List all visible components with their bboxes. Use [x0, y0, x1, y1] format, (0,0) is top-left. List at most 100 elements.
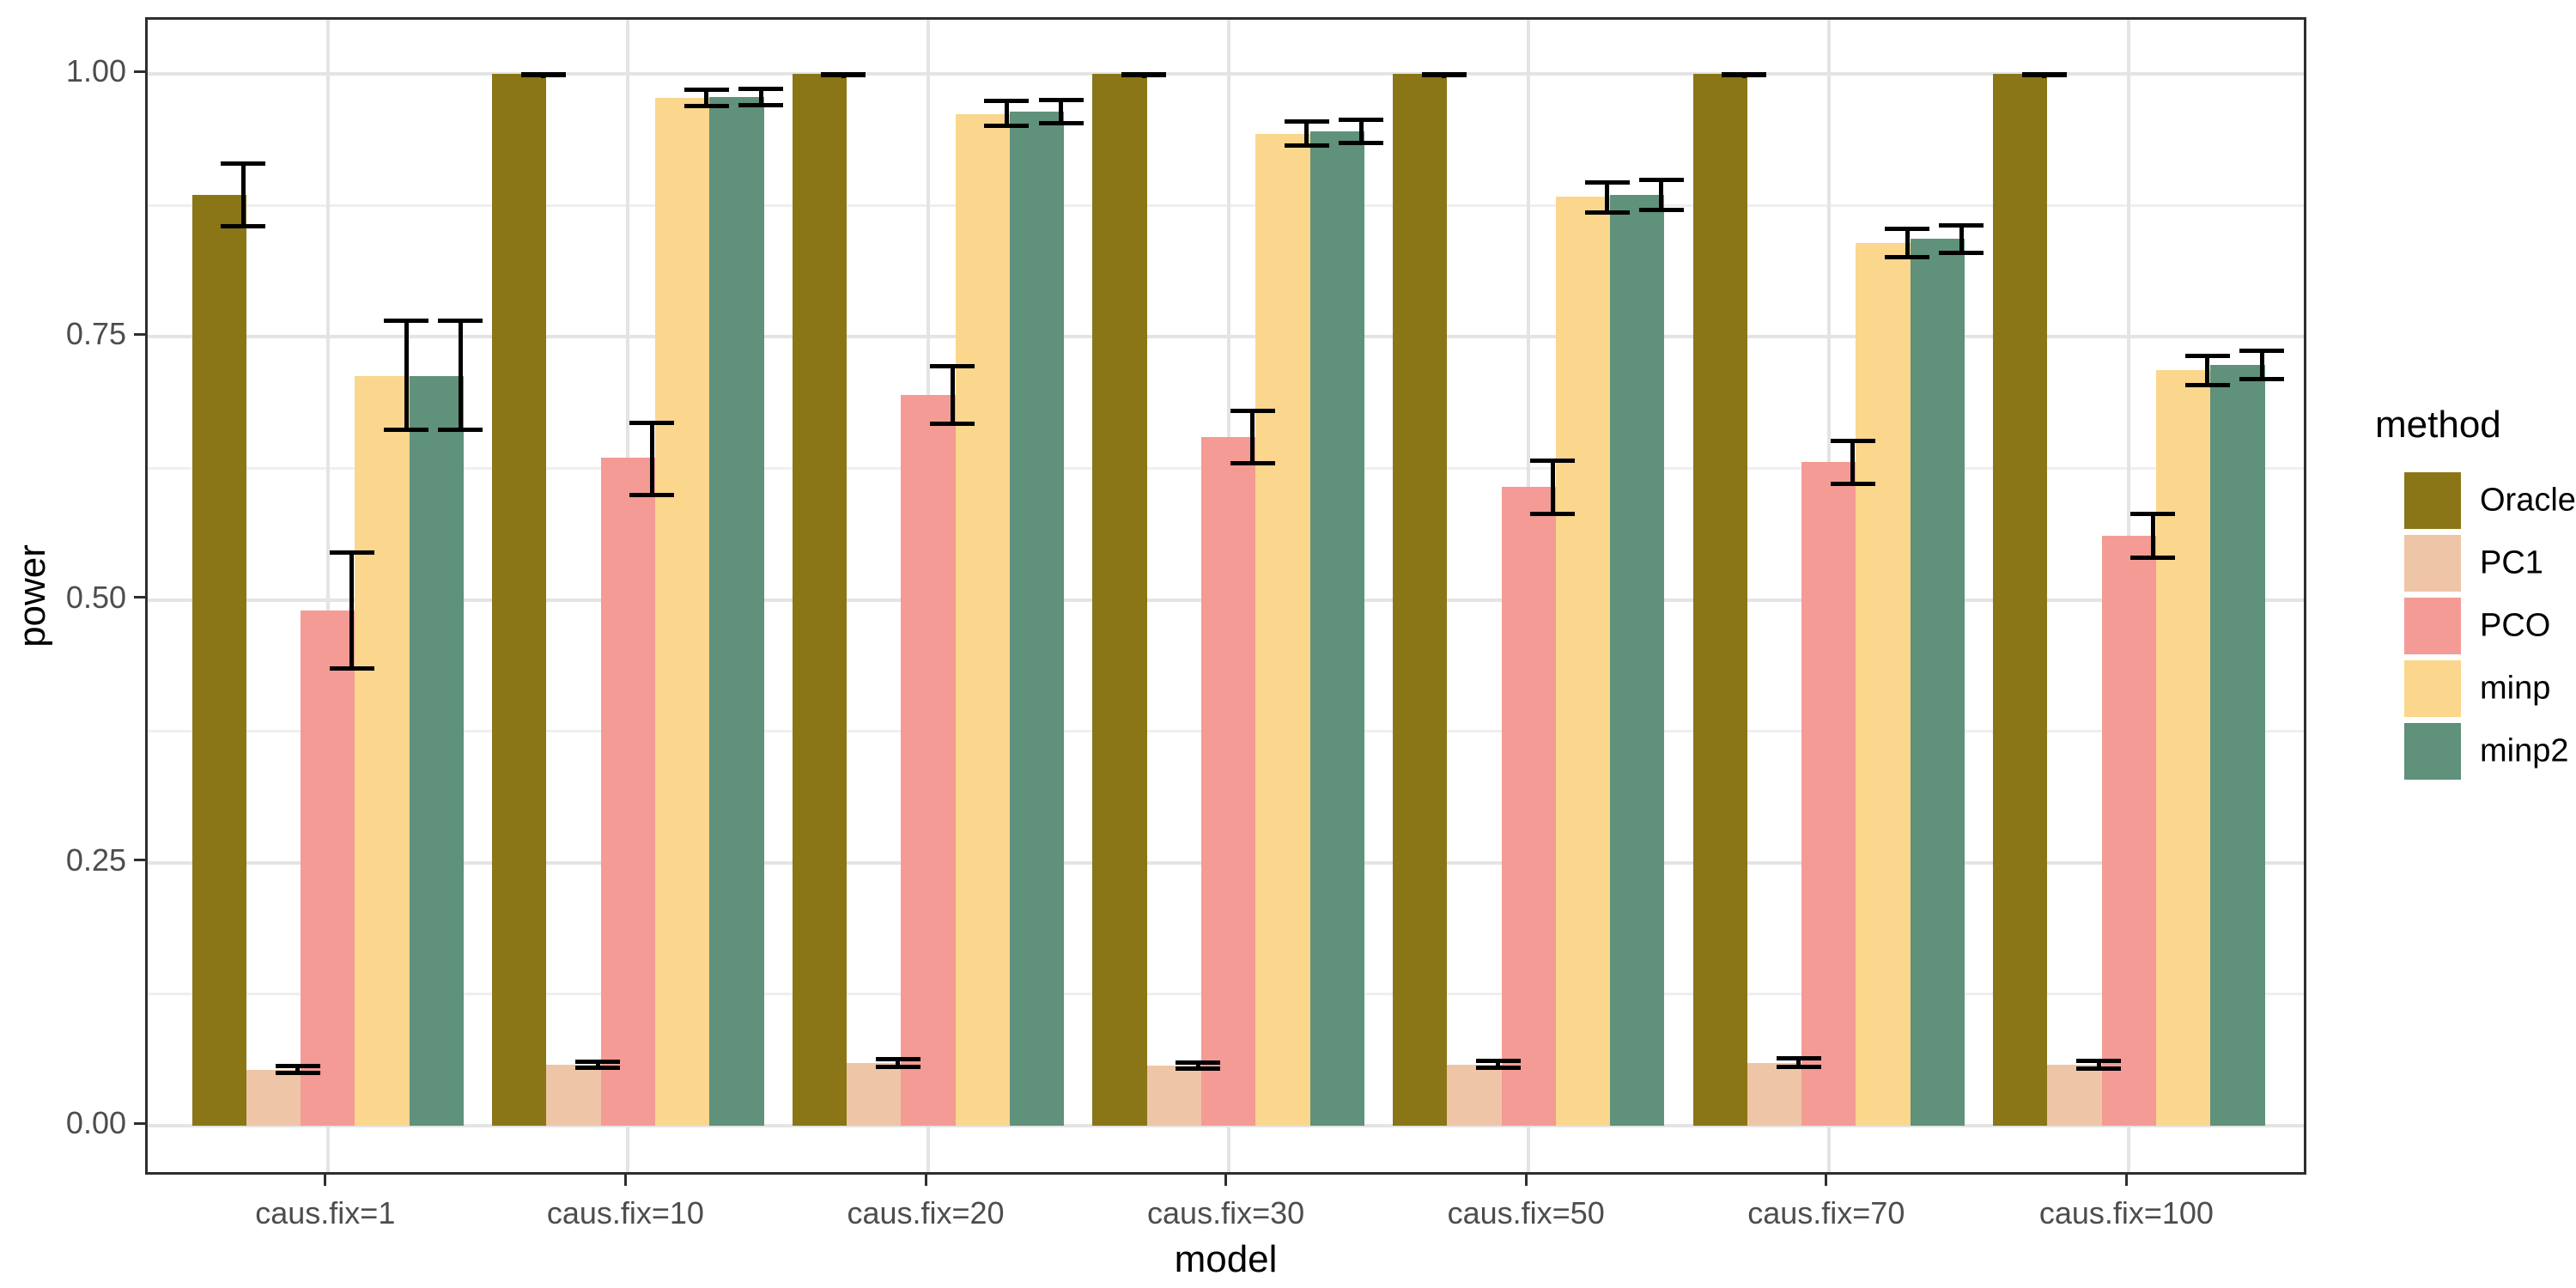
errorbar-line-minp2-caus.fix=100	[2259, 350, 2264, 380]
errorbar-cap-PCO-caus.fix=10	[629, 421, 675, 426]
bar-minp2-caus.fix=10[interactable]	[709, 96, 764, 1126]
errorbar-cap-PCO-caus.fix=50	[1530, 459, 1576, 464]
errorbar-line-minp-caus.fix=20	[1004, 100, 1009, 126]
errorbar-cap-PC1-caus.fix=1	[275, 1063, 320, 1068]
errorbar-cap-minp-caus.fix=20	[984, 123, 1030, 128]
errorbar-cap-PCO-caus.fix=1	[329, 550, 374, 555]
legend-item-PC1[interactable]: PC1	[2404, 535, 2576, 592]
x-tick-label: caus.fix=50	[1447, 1195, 1605, 1230]
errorbar-cap-PCO-caus.fix=20	[930, 422, 975, 427]
errorbar-line-minp-caus.fix=30	[1304, 121, 1309, 146]
errorbar-cap-minp2-caus.fix=100	[2239, 376, 2284, 381]
bar-PCO-caus.fix=10[interactable]	[600, 458, 656, 1126]
errorbar-cap-Oracle-caus.fix=10	[520, 72, 566, 77]
errorbar-cap-minp-caus.fix=20	[984, 99, 1030, 104]
errorbar-cap-PCO-caus.fix=100	[2130, 556, 2176, 560]
legend-label-minp2: minp2	[2480, 732, 2569, 769]
legend-item-minp[interactable]: minp	[2404, 660, 2576, 717]
errorbar-cap-PC1-caus.fix=50	[1475, 1058, 1521, 1063]
legend-swatch-PCO	[2404, 598, 2461, 654]
bar-minp-caus.fix=20[interactable]	[955, 113, 1010, 1126]
legend-item-minp2[interactable]: minp2	[2404, 723, 2576, 780]
errorbar-cap-PC1-caus.fix=30	[1176, 1060, 1221, 1065]
legend-label-PC1: PC1	[2480, 544, 2543, 581]
errorbar-line-minp2-caus.fix=30	[1358, 119, 1364, 143]
bar-minp-caus.fix=100[interactable]	[2156, 370, 2211, 1126]
errorbar-cap-minp2-caus.fix=30	[1339, 141, 1384, 146]
errorbar-cap-PCO-caus.fix=30	[1230, 460, 1275, 465]
bar-Oracle-caus.fix=50[interactable]	[1392, 74, 1448, 1126]
bar-minp2-caus.fix=20[interactable]	[1009, 112, 1065, 1126]
bar-Oracle-caus.fix=20[interactable]	[792, 74, 848, 1126]
bar-minp-caus.fix=30[interactable]	[1255, 133, 1310, 1126]
errorbar-line-minp2-caus.fix=50	[1659, 179, 1664, 210]
errorbar-line-PCO-caus.fix=10	[649, 422, 654, 495]
errorbar-line-PC1-caus.fix=100	[2096, 1060, 2101, 1069]
bar-minp-caus.fix=50[interactable]	[1555, 197, 1611, 1126]
errorbar-cap-minp-caus.fix=10	[683, 104, 729, 109]
bar-PCO-caus.fix=1[interactable]	[301, 610, 355, 1126]
errorbar-cap-PCO-caus.fix=20	[930, 364, 975, 369]
y-tick-label: 0.00	[65, 1105, 126, 1140]
errorbar-cap-minp-caus.fix=70	[1885, 254, 1930, 259]
errorbar-line-PC1-caus.fix=1	[295, 1066, 300, 1073]
errorbar-cap-minp-caus.fix=50	[1584, 210, 1630, 216]
errorbar-cap-minp2-caus.fix=70	[1939, 250, 1984, 255]
errorbar-cap-Oracle-caus.fix=70	[1722, 72, 1767, 77]
bar-PCO-caus.fix=30[interactable]	[1200, 436, 1256, 1126]
bar-minp2-caus.fix=30[interactable]	[1309, 131, 1364, 1126]
bar-PC1-caus.fix=30[interactable]	[1146, 1066, 1201, 1126]
legend-item-PCO[interactable]: PCO	[2404, 598, 2576, 654]
y-tick-label: 1.00	[65, 53, 126, 88]
errorbar-cap-PCO-caus.fix=1	[329, 665, 374, 671]
bar-minp-caus.fix=1[interactable]	[355, 375, 410, 1126]
bar-minp2-caus.fix=50[interactable]	[1610, 194, 1665, 1126]
bar-Oracle-caus.fix=30[interactable]	[1092, 74, 1147, 1126]
errorbar-cap-PCO-caus.fix=10	[629, 492, 675, 497]
errorbar-cap-Oracle-caus.fix=1	[221, 224, 266, 229]
bar-Oracle-caus.fix=70[interactable]	[1692, 74, 1747, 1126]
x-tick-label: caus.fix=1	[255, 1195, 396, 1230]
errorbar-line-minp-caus.fix=10	[704, 89, 709, 106]
y-tick-label: 0.25	[65, 841, 126, 878]
errorbar-cap-Oracle-caus.fix=20	[821, 72, 866, 77]
bar-PCO-caus.fix=70[interactable]	[1801, 462, 1856, 1126]
errorbar-cap-minp-caus.fix=1	[384, 319, 429, 324]
bar-PC1-caus.fix=100[interactable]	[2047, 1064, 2102, 1126]
y-tick-label: 0.75	[65, 316, 126, 352]
errorbar-cap-minp2-caus.fix=20	[1038, 98, 1084, 103]
errorbar-cap-PCO-caus.fix=50	[1530, 511, 1576, 516]
bar-PC1-caus.fix=1[interactable]	[246, 1070, 301, 1126]
errorbar-line-minp-caus.fix=70	[1905, 228, 1910, 258]
bar-PC1-caus.fix=20[interactable]	[847, 1062, 902, 1126]
bar-minp2-caus.fix=100[interactable]	[2210, 365, 2265, 1126]
bar-PCO-caus.fix=50[interactable]	[1501, 487, 1556, 1126]
bar-PCO-caus.fix=20[interactable]	[901, 394, 956, 1126]
bar-Oracle-caus.fix=10[interactable]	[492, 74, 547, 1126]
errorbar-cap-minp2-caus.fix=100	[2239, 348, 2284, 353]
legend-swatch-minp2	[2404, 723, 2461, 780]
bar-minp-caus.fix=70[interactable]	[1856, 243, 1911, 1126]
bar-Oracle-caus.fix=1[interactable]	[191, 194, 246, 1126]
errorbar-line-PC1-caus.fix=30	[1195, 1062, 1200, 1069]
bar-PC1-caus.fix=70[interactable]	[1747, 1062, 1802, 1126]
bar-PCO-caus.fix=100[interactable]	[2101, 535, 2157, 1126]
bar-PC1-caus.fix=10[interactable]	[546, 1064, 601, 1126]
bar-minp2-caus.fix=70[interactable]	[1910, 239, 1965, 1126]
errorbar-cap-minp2-caus.fix=10	[738, 86, 783, 91]
bar-minp-caus.fix=10[interactable]	[655, 98, 710, 1126]
x-tick	[1224, 1175, 1228, 1186]
errorbar-line-PC1-caus.fix=10	[595, 1061, 600, 1068]
legend-swatch-PC1	[2404, 535, 2461, 592]
errorbar-line-PCO-caus.fix=100	[2150, 513, 2155, 558]
minor-gridline	[148, 204, 2304, 207]
errorbar-line-PCO-caus.fix=20	[950, 366, 955, 424]
errorbar-cap-PCO-caus.fix=70	[1830, 439, 1875, 444]
y-tick	[134, 596, 145, 598]
bar-minp2-caus.fix=1[interactable]	[409, 375, 465, 1126]
legend-item-Oracle[interactable]: Oracle	[2404, 472, 2576, 529]
bar-Oracle-caus.fix=100[interactable]	[1993, 74, 2048, 1126]
bar-PC1-caus.fix=50[interactable]	[1447, 1064, 1502, 1126]
errorbar-line-PCO-caus.fix=70	[1850, 440, 1856, 484]
